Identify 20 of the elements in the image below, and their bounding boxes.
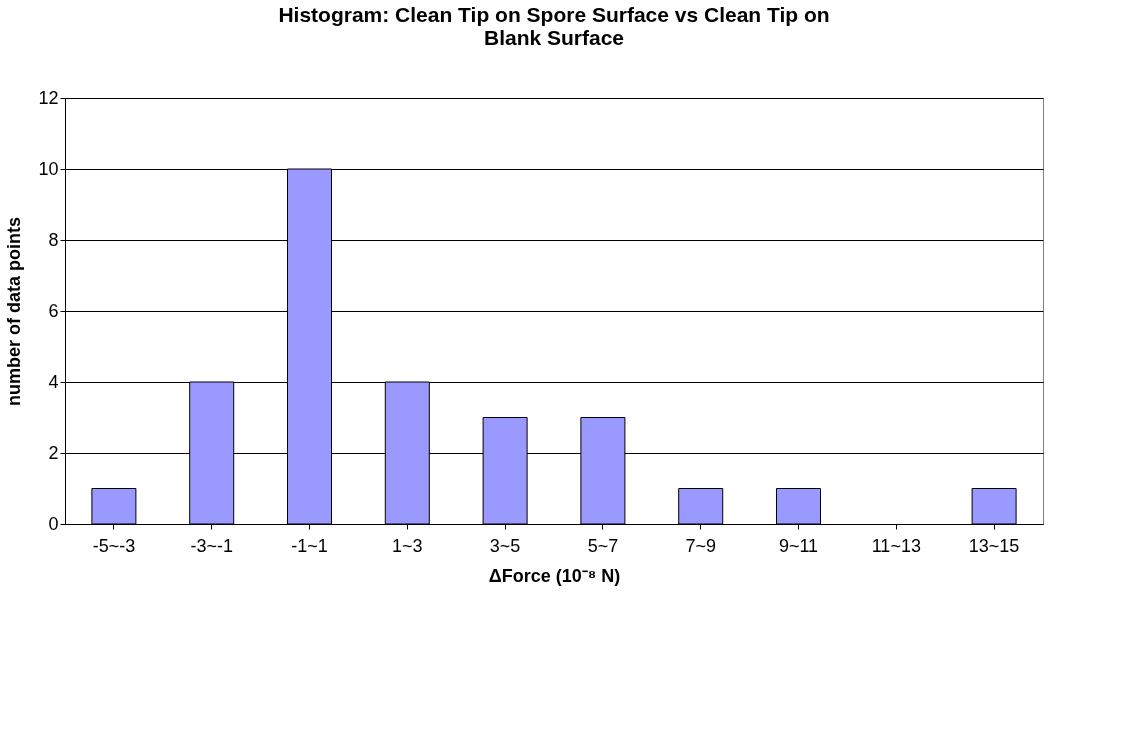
y-tick-label: 4 [48,371,59,392]
y-tick-label: 2 [48,442,59,463]
x-tick-label: 1~3 [392,535,423,556]
x-axis-title: ΔForce (10⁻⁸ N) [488,565,621,586]
y-axis-title: number of data points [4,217,25,406]
y-tick-label: 0 [48,513,59,534]
x-tick-label: 7~9 [685,535,716,556]
y-tick-label: 12 [38,87,59,108]
x-tick-label: 11~13 [871,535,921,556]
x-tick-label: 13~15 [968,535,1020,556]
x-tick-label: 5~7 [587,535,619,556]
y-tick-label: 8 [48,229,59,250]
y-tick-label: 6 [48,300,59,321]
x-tick-label: 9~11 [778,535,819,556]
chart-title: Histogram: Clean Tip on Spore Surface vs Clean Tip on Blank Surface [278,3,830,49]
x-tick-label: 3~5 [489,535,521,556]
x-tick-label: -3~-1 [190,535,233,556]
y-tick-label: 10 [38,158,59,179]
x-tick-label: -5~-3 [92,535,136,556]
x-tick-label: -1~1 [291,535,328,556]
